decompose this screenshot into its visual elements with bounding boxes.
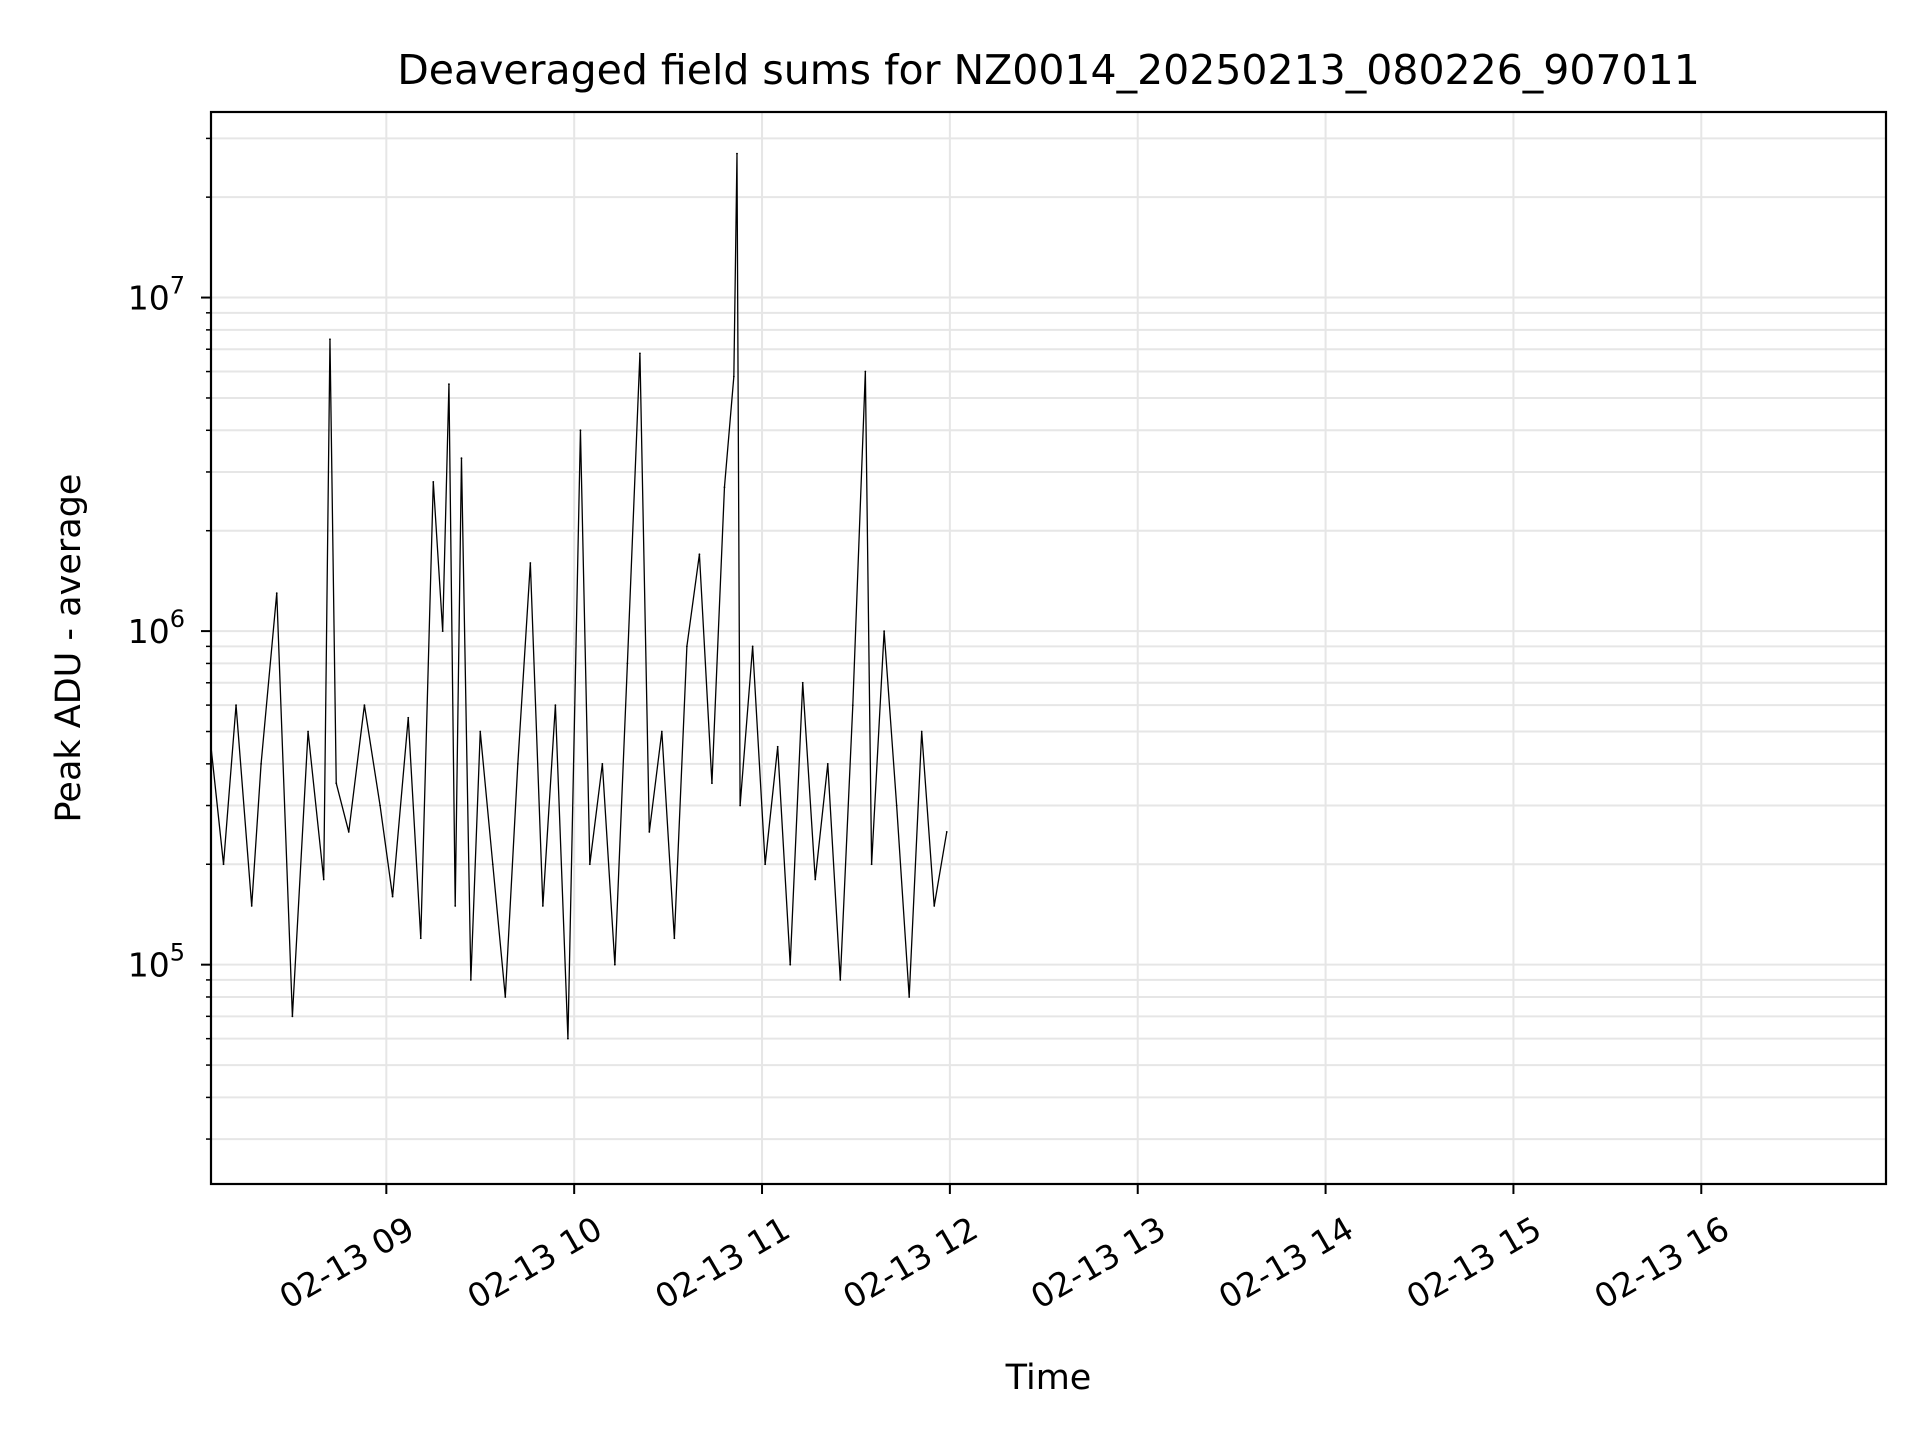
series-layer — [210, 152, 948, 1040]
data-point — [567, 1037, 569, 1040]
data-point — [839, 979, 842, 981]
data-point — [222, 863, 225, 866]
data-point — [554, 704, 557, 707]
data-point — [639, 352, 641, 355]
data-point — [441, 630, 444, 633]
data-point — [739, 804, 742, 807]
y-tick-label: 106 — [128, 605, 185, 651]
data-point — [751, 645, 754, 648]
data-point — [235, 704, 237, 707]
data-point — [448, 383, 450, 386]
data-point — [895, 804, 898, 807]
data-point — [801, 681, 804, 684]
data-point — [419, 937, 422, 940]
data-point — [673, 937, 676, 940]
data-point — [504, 996, 507, 998]
data-point — [291, 1015, 294, 1018]
data-point — [275, 592, 278, 595]
data-point — [660, 730, 663, 733]
y-tick-label: 107 — [128, 272, 185, 318]
data-point — [541, 905, 544, 907]
data-point — [516, 762, 519, 765]
data-point — [698, 553, 701, 556]
data-point — [626, 662, 629, 665]
data-point — [776, 745, 779, 748]
grid — [211, 112, 1886, 1184]
data-point — [736, 152, 738, 155]
data-point — [347, 831, 350, 833]
data-point — [826, 762, 829, 765]
data-point — [250, 905, 253, 907]
data-point — [391, 895, 394, 898]
data-point — [407, 716, 410, 719]
data-point — [601, 762, 604, 765]
data-point — [648, 831, 651, 833]
data-point — [579, 429, 582, 432]
data-point — [432, 481, 435, 483]
data-point — [883, 630, 886, 633]
data-point — [789, 963, 792, 966]
data-point — [732, 375, 735, 378]
data-point — [851, 704, 854, 707]
data-point — [870, 863, 873, 866]
series-line — [210, 153, 948, 1040]
data-point — [491, 863, 494, 866]
data-point — [908, 996, 911, 998]
data-point — [363, 704, 366, 707]
data-point — [322, 878, 325, 881]
data-point — [335, 782, 338, 785]
data-point — [479, 730, 482, 733]
data-point — [711, 782, 713, 785]
data-point — [945, 831, 948, 833]
data-point — [920, 730, 923, 733]
data-point — [864, 370, 867, 373]
data-point — [469, 979, 472, 981]
axes-frame — [209, 110, 1888, 1186]
data-point — [613, 963, 616, 966]
y-tick-label: 105 — [128, 939, 185, 985]
y-axis-label: Peak ADU - average — [49, 474, 89, 823]
data-point — [723, 486, 726, 489]
data-point — [260, 762, 262, 765]
data-point — [329, 338, 331, 341]
data-point — [814, 878, 817, 881]
chart-title: Deaveraged field sums for NZ0014_2025021… — [397, 46, 1700, 94]
data-point — [379, 804, 381, 807]
data-point — [685, 645, 688, 648]
x-axis-label: Time — [1005, 1358, 1092, 1398]
data-point — [529, 562, 532, 564]
data-point — [307, 730, 309, 733]
data-point — [588, 863, 591, 866]
data-point — [933, 905, 936, 907]
data-point — [454, 905, 457, 907]
data-point — [764, 863, 767, 866]
data-point — [460, 457, 463, 460]
